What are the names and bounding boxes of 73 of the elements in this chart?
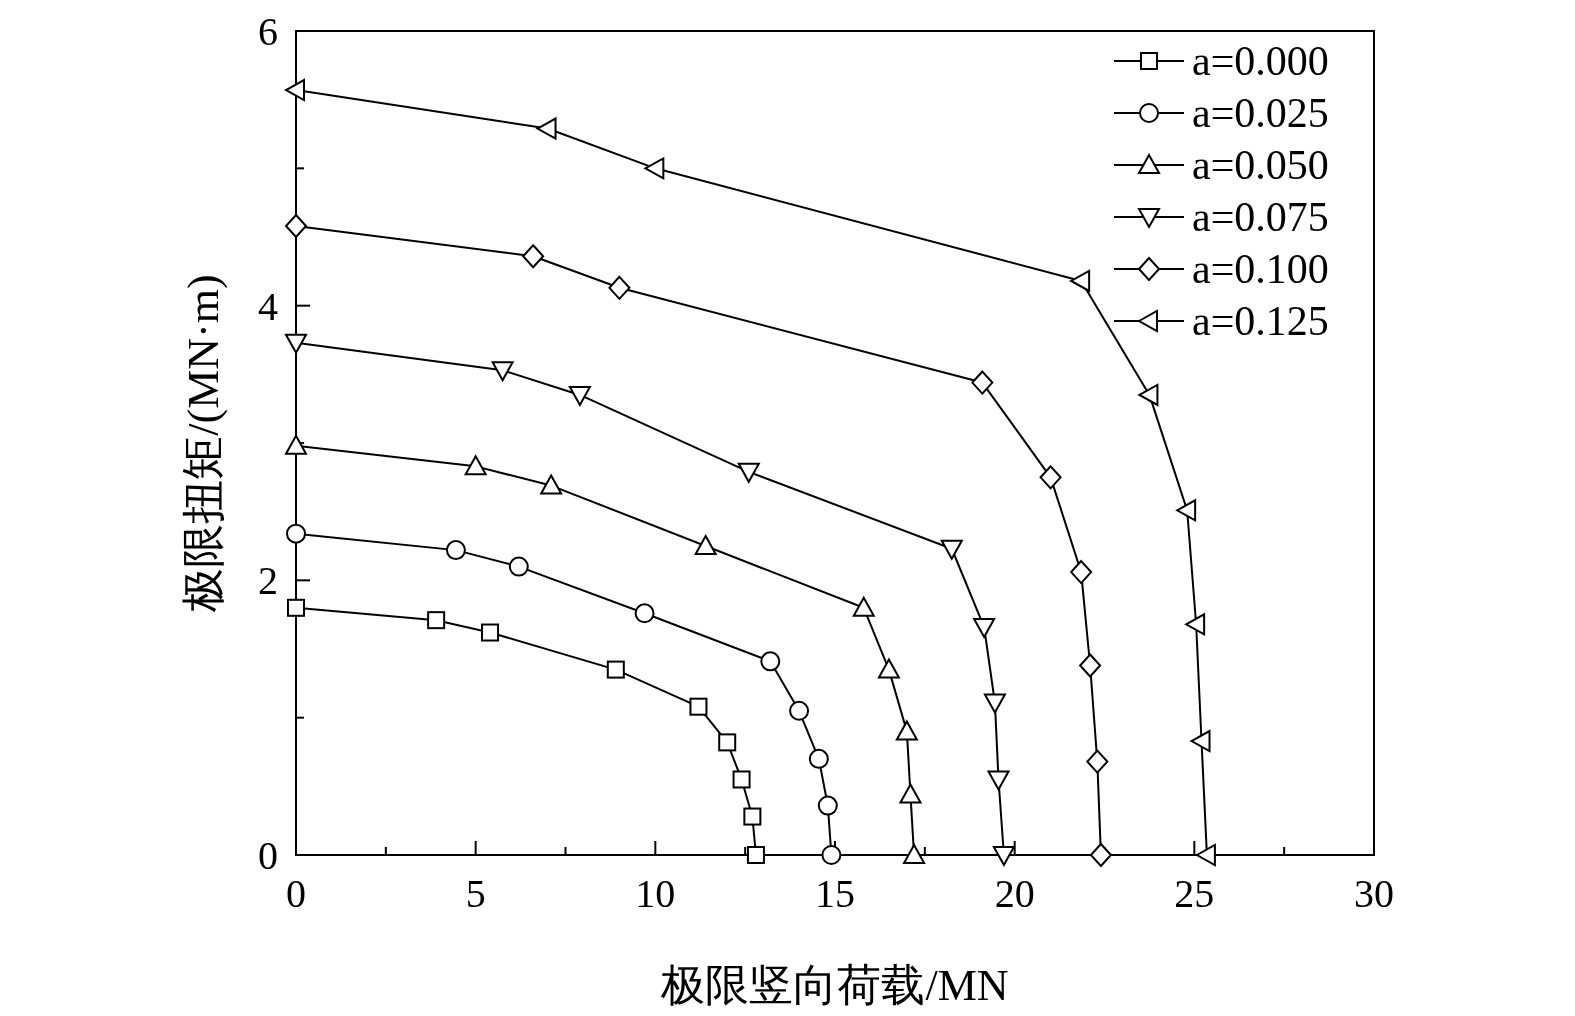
point [689, 697, 708, 716]
point [491, 361, 514, 382]
point [464, 455, 487, 476]
point [760, 651, 781, 672]
point [940, 539, 963, 560]
y-tick-label: 6 [258, 9, 278, 54]
point [608, 275, 631, 300]
point [644, 157, 665, 180]
y-tick-label: 4 [258, 283, 278, 329]
point [694, 535, 717, 555]
point [287, 598, 305, 617]
point [808, 748, 829, 769]
point [481, 623, 500, 642]
point [973, 618, 996, 639]
point [1176, 499, 1197, 522]
point [285, 79, 305, 102]
point [1138, 383, 1159, 406]
point [1039, 465, 1062, 490]
point [286, 523, 306, 544]
point [1070, 560, 1093, 585]
point [737, 462, 760, 483]
legend-label: a=0.100 [1192, 246, 1329, 292]
point [992, 846, 1015, 866]
legend-label: a=0.000 [1192, 38, 1329, 84]
point [789, 700, 810, 721]
point [971, 370, 994, 395]
point [821, 845, 842, 865]
point [634, 603, 655, 624]
point [445, 540, 466, 561]
legend-label: a=0.025 [1192, 90, 1329, 136]
x-tick-label: 25 [1174, 871, 1215, 916]
x-tick-label: 0 [286, 871, 306, 916]
x-tick-label: 10 [635, 871, 676, 916]
point [1086, 749, 1109, 774]
point [1079, 653, 1102, 678]
point [732, 770, 751, 789]
point [536, 117, 557, 140]
point [508, 556, 529, 577]
point [540, 474, 563, 495]
point [427, 611, 446, 630]
point [718, 733, 737, 752]
point [1190, 730, 1211, 753]
point [1195, 844, 1216, 866]
x-tick-label: 30 [1354, 871, 1394, 916]
x-axis-title: 极限竖向荷载/MN [660, 961, 1009, 1010]
point [1185, 613, 1206, 636]
legend-label: a=0.050 [1192, 142, 1329, 188]
point [285, 434, 307, 455]
point [987, 770, 1010, 791]
point [1089, 843, 1112, 867]
point [983, 693, 1006, 714]
point [895, 720, 918, 741]
point [903, 844, 926, 864]
point [899, 783, 922, 804]
point [1070, 269, 1091, 292]
point [522, 244, 545, 269]
point [285, 214, 307, 239]
legend-label: a=0.075 [1192, 194, 1329, 240]
point [743, 807, 762, 826]
y-axis-title: 极限扭矩/(MN·m) [179, 274, 228, 613]
x-tick-label: 5 [465, 871, 486, 916]
point [852, 596, 875, 617]
point [568, 385, 591, 406]
point [746, 846, 765, 864]
y-tick-label: 2 [258, 558, 278, 604]
point [817, 795, 838, 816]
y-tick-label: 0 [258, 833, 278, 878]
legend-label: a=0.125 [1192, 298, 1329, 344]
x-tick-label: 20 [994, 871, 1035, 916]
point [606, 660, 625, 679]
point [877, 658, 900, 679]
x-tick-label: 15 [815, 871, 855, 916]
point [285, 333, 307, 354]
